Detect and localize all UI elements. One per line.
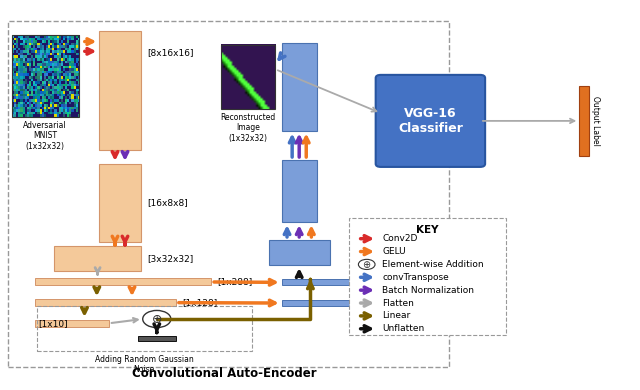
- FancyBboxPatch shape: [282, 43, 317, 131]
- Text: [3x32x32]: [3x32x32]: [147, 254, 193, 263]
- FancyBboxPatch shape: [138, 336, 176, 341]
- FancyBboxPatch shape: [349, 218, 506, 335]
- Text: KEY: KEY: [416, 225, 438, 236]
- Text: [16x8x8]: [16x8x8]: [147, 198, 188, 207]
- Text: Conv2D: Conv2D: [382, 234, 417, 243]
- FancyBboxPatch shape: [376, 75, 485, 167]
- Text: VGG-16
Classifier: VGG-16 Classifier: [398, 107, 463, 135]
- Text: [1x128]: [1x128]: [182, 298, 218, 307]
- Text: $\oplus$: $\oplus$: [362, 259, 371, 270]
- FancyBboxPatch shape: [269, 240, 330, 265]
- FancyBboxPatch shape: [282, 300, 349, 306]
- Text: Adversarial
MNIST
(1x32x32): Adversarial MNIST (1x32x32): [23, 121, 67, 151]
- Text: Reconstructed
Image
(1x32x32): Reconstructed Image (1x32x32): [220, 113, 276, 143]
- FancyBboxPatch shape: [282, 279, 374, 285]
- Text: convTranspose: convTranspose: [382, 273, 449, 282]
- Text: Output Label: Output Label: [591, 96, 600, 146]
- Circle shape: [143, 310, 171, 328]
- Text: Batch Normalization: Batch Normalization: [382, 285, 474, 295]
- Text: Unflatten: Unflatten: [382, 324, 424, 333]
- Text: $\oplus$: $\oplus$: [151, 312, 163, 326]
- Circle shape: [358, 259, 375, 269]
- FancyBboxPatch shape: [35, 299, 176, 306]
- FancyBboxPatch shape: [54, 246, 141, 271]
- FancyBboxPatch shape: [579, 86, 589, 156]
- Text: [8x16x16]: [8x16x16]: [147, 48, 194, 57]
- FancyBboxPatch shape: [282, 160, 317, 222]
- Text: GELU: GELU: [382, 247, 406, 256]
- FancyBboxPatch shape: [99, 31, 141, 150]
- Text: Linear: Linear: [382, 311, 410, 321]
- FancyBboxPatch shape: [35, 320, 109, 327]
- Text: [1x288]: [1x288]: [218, 277, 253, 287]
- Text: Flatten: Flatten: [382, 298, 414, 308]
- Text: Element-wise Addition: Element-wise Addition: [382, 260, 484, 269]
- Text: Adding Random Gaussian
Noise: Adding Random Gaussian Noise: [95, 355, 194, 374]
- Text: [1x10]: [1x10]: [38, 319, 68, 328]
- FancyBboxPatch shape: [99, 164, 141, 242]
- FancyBboxPatch shape: [35, 278, 211, 285]
- Text: Convolutional Auto-Encoder: Convolutional Auto-Encoder: [132, 367, 316, 380]
